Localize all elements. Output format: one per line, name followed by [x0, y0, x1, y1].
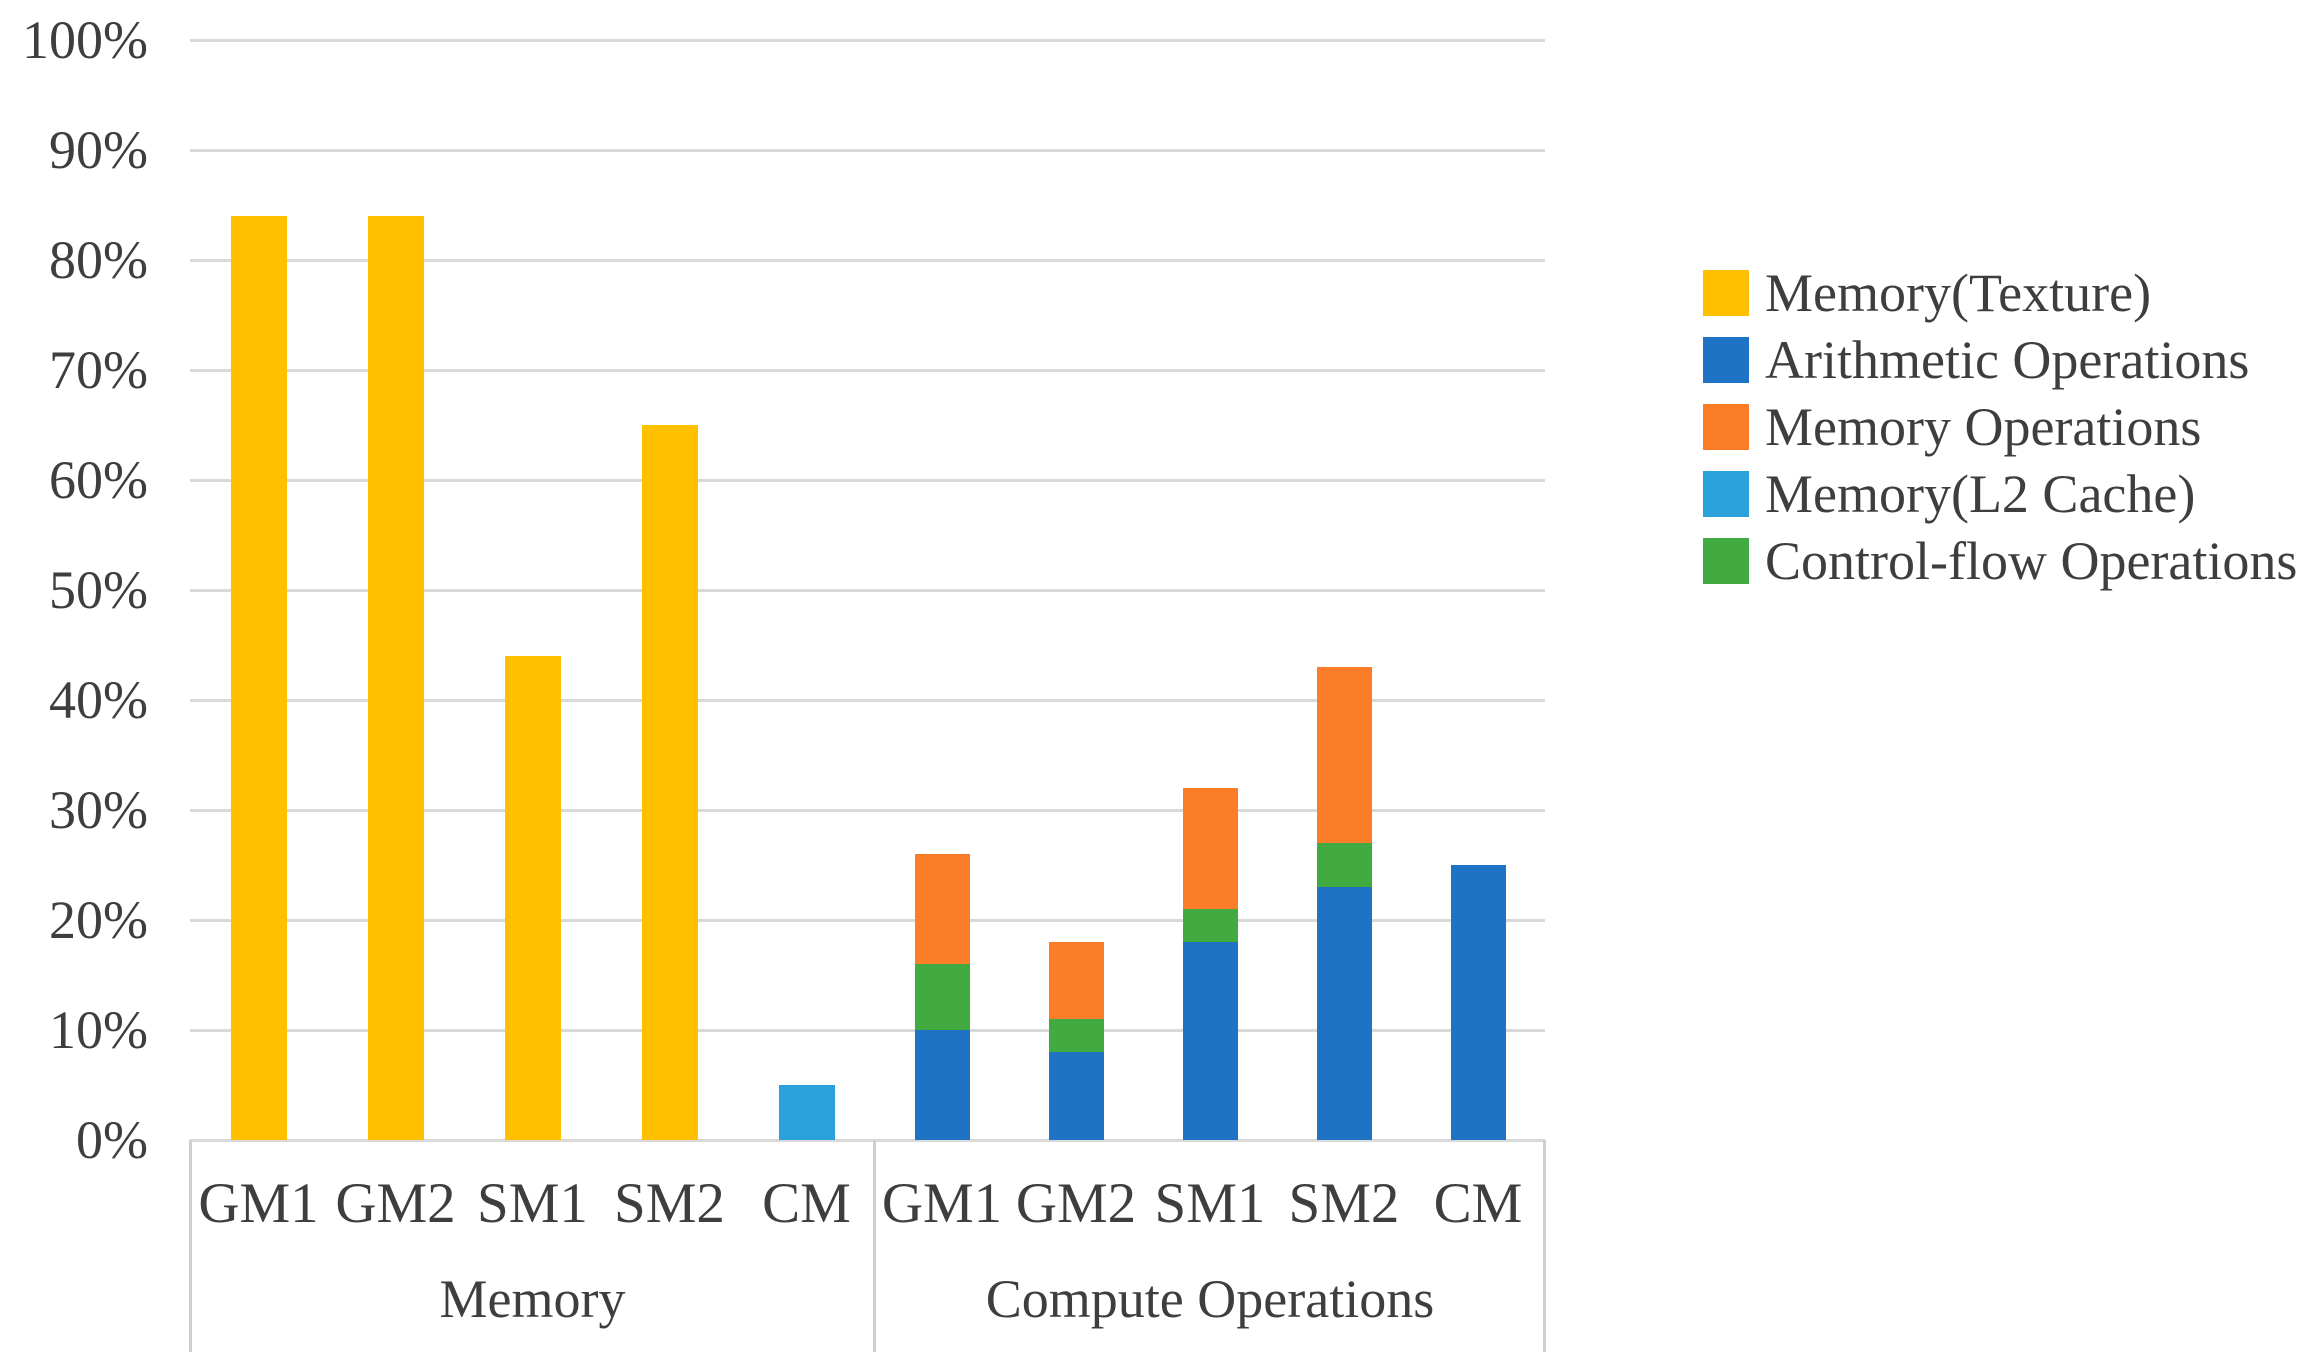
- bar-memory-cm: [779, 1085, 835, 1140]
- bar-compute-operations-sm2: [1317, 667, 1372, 1140]
- legend-entry: Arithmetic Operations: [1703, 332, 2249, 388]
- gridline: [190, 919, 1545, 922]
- legend-entry-label: Memory(Texture): [1765, 263, 2152, 323]
- segment-memory-texture: [368, 216, 424, 1140]
- gridline: [190, 39, 1545, 42]
- segment-memory-texture: [231, 216, 287, 1140]
- y-axis-tick-label: 100%: [22, 10, 148, 70]
- x-axis-category-label: GM1: [881, 1172, 1003, 1235]
- segment-control-flow-operations: [1183, 909, 1238, 942]
- bar-memory-sm2: [642, 425, 698, 1140]
- x-axis-category-label: CM: [1433, 1172, 1523, 1235]
- bar-memory-gm2: [368, 216, 424, 1140]
- y-axis-tick-label: 40%: [49, 670, 148, 730]
- y-axis-tick-label: 0%: [76, 1110, 148, 1170]
- gridline: [190, 479, 1545, 482]
- y-axis-tick-label: 70%: [49, 340, 148, 400]
- gridline: [190, 149, 1545, 152]
- axis-separator: [873, 1140, 876, 1352]
- segment-memory-texture: [505, 656, 561, 1140]
- legend-entry: Control-flow Operations: [1703, 533, 2297, 589]
- segment-arithmetic-operations: [1451, 865, 1506, 1140]
- legend-color-swatch: [1703, 538, 1749, 584]
- segment-memory-l2-cache: [779, 1085, 835, 1140]
- x-axis-group-label: Compute Operations: [985, 1269, 1435, 1329]
- bar-memory-gm1: [231, 216, 287, 1140]
- y-axis-tick-label: 10%: [49, 1000, 148, 1060]
- x-axis-category-label: GM2: [1015, 1172, 1137, 1235]
- gridline: [190, 1029, 1545, 1032]
- segment-arithmetic-operations: [1317, 887, 1372, 1140]
- segment-control-flow-operations: [1049, 1019, 1104, 1052]
- axis-separator: [189, 1140, 192, 1352]
- bar-compute-operations-gm2: [1049, 942, 1104, 1140]
- y-axis-tick-label: 20%: [49, 890, 148, 950]
- x-axis-category-label: SM1: [477, 1172, 588, 1235]
- x-axis-group-label: Memory: [439, 1269, 626, 1329]
- gridline: [190, 699, 1545, 702]
- x-axis-category-label: GM1: [198, 1172, 319, 1235]
- segment-arithmetic-operations: [1049, 1052, 1104, 1140]
- legend-color-swatch: [1703, 270, 1749, 316]
- axis-separator: [1543, 1140, 1546, 1352]
- x-axis-category-label: GM2: [335, 1172, 456, 1235]
- gridline: [190, 259, 1545, 262]
- x-axis-category-label: SM2: [614, 1172, 725, 1235]
- legend-entry-label: Control-flow Operations: [1765, 531, 2298, 591]
- gridline: [190, 369, 1545, 372]
- segment-memory-operations: [1317, 667, 1372, 843]
- y-axis-tick-label: 80%: [49, 230, 148, 290]
- bar-memory-sm1: [505, 656, 561, 1140]
- x-axis-category-label: SM2: [1288, 1172, 1400, 1235]
- bar-compute-operations-gm1: [915, 854, 970, 1140]
- segment-memory-operations: [915, 854, 970, 964]
- gridline: [190, 589, 1545, 592]
- bar-compute-operations-cm: [1451, 865, 1506, 1140]
- legend-entry-label: Arithmetic Operations: [1765, 330, 2250, 390]
- segment-arithmetic-operations: [915, 1030, 970, 1140]
- legend-color-swatch: [1703, 337, 1749, 383]
- legend-color-swatch: [1703, 471, 1749, 517]
- y-axis-tick-label: 90%: [49, 120, 148, 180]
- segment-memory-operations: [1183, 788, 1238, 909]
- segment-memory-operations: [1049, 942, 1104, 1019]
- gridline: [190, 1139, 1545, 1142]
- x-axis-category-label: SM1: [1154, 1172, 1266, 1235]
- x-axis-category-label: CM: [762, 1172, 851, 1235]
- segment-arithmetic-operations: [1183, 942, 1238, 1140]
- y-axis-tick-label: 30%: [49, 780, 148, 840]
- legend-entry: Memory Operations: [1703, 399, 2201, 455]
- segment-control-flow-operations: [915, 964, 970, 1030]
- legend-entry-label: Memory Operations: [1765, 397, 2202, 457]
- segment-control-flow-operations: [1317, 843, 1372, 887]
- legend-entry: Memory(Texture): [1703, 265, 2151, 321]
- legend-entry-label: Memory(L2 Cache): [1765, 464, 2196, 524]
- y-axis-tick-label: 50%: [49, 560, 148, 620]
- y-axis-tick-label: 60%: [49, 450, 148, 510]
- bar-compute-operations-sm1: [1183, 788, 1238, 1140]
- gridline: [190, 809, 1545, 812]
- legend-entry: Memory(L2 Cache): [1703, 466, 2195, 522]
- legend-color-swatch: [1703, 404, 1749, 450]
- segment-memory-texture: [642, 425, 698, 1140]
